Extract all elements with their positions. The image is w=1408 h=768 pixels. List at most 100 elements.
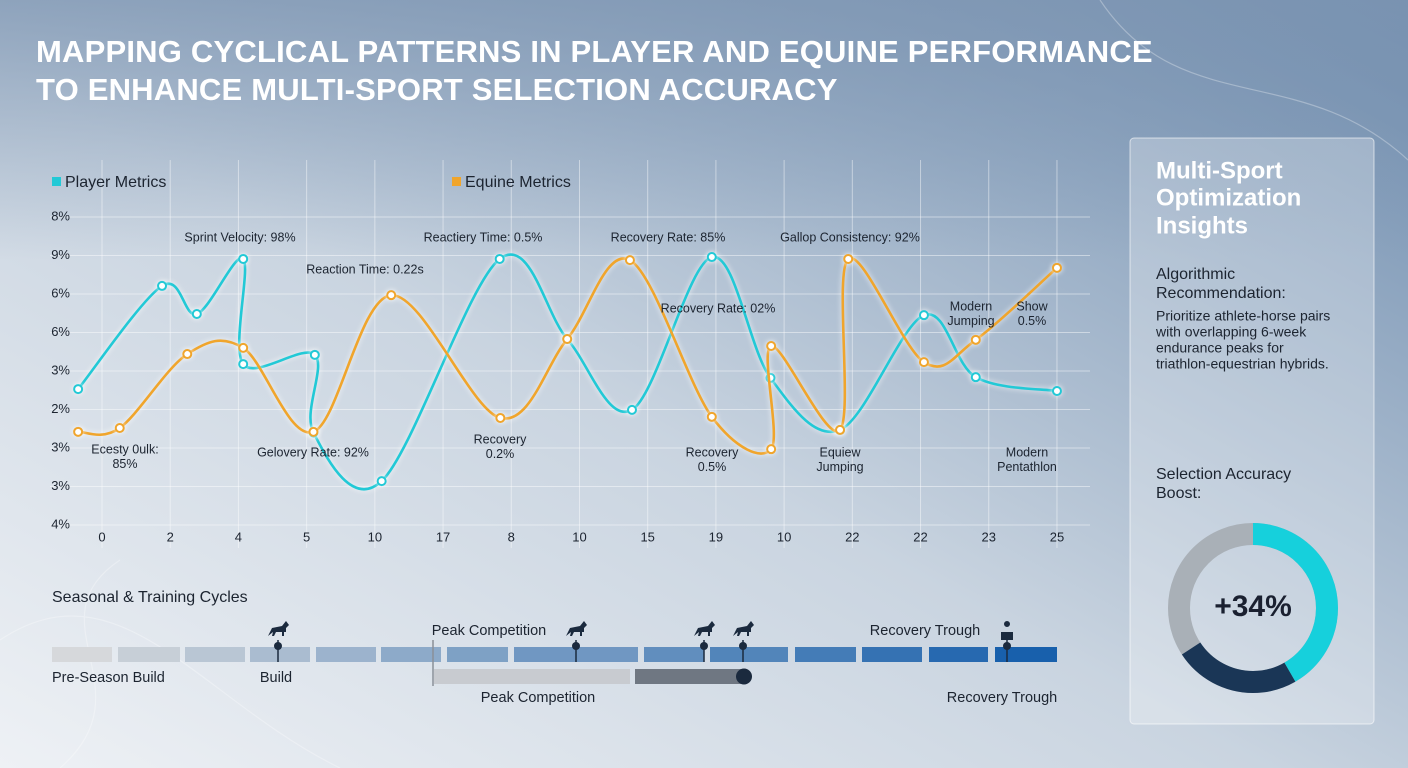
data-point <box>970 372 981 383</box>
x-tick-label: 22 <box>845 529 859 544</box>
marker-head <box>739 642 747 650</box>
data-point <box>918 310 929 321</box>
legend-swatch <box>52 177 61 186</box>
annotation: Equiew <box>820 445 862 459</box>
annotation: Recovery <box>474 432 528 446</box>
data-point <box>73 384 84 395</box>
data-point <box>309 349 320 360</box>
timeline-label: Build <box>260 670 292 686</box>
recommendation-heading: Algorithmic <box>1156 266 1235 283</box>
legend-swatch <box>452 177 461 186</box>
sidebar-title: Insights <box>1156 212 1248 239</box>
donut-arc <box>1168 523 1338 693</box>
x-tick-label: 17 <box>436 529 450 544</box>
boost-heading: Selection Accuracy <box>1156 466 1291 483</box>
timeline-label: Peak Competition <box>481 690 595 706</box>
timeline-label: Peak Competition <box>432 623 546 639</box>
timeline-bar <box>635 669 745 684</box>
title: MAPPING CYCLICAL PATTERNS IN PLAYER AND … <box>36 34 1153 69</box>
annotation: Ecesty 0ulk: <box>91 442 158 456</box>
data-point <box>238 253 249 264</box>
annotation: Pentathlon <box>997 460 1057 474</box>
marker-icon <box>566 621 587 636</box>
marker-icon <box>268 621 289 636</box>
y-tick-label: 6% <box>51 324 70 339</box>
legend-label: Player Metrics <box>65 174 166 191</box>
timeline-segment <box>644 647 704 662</box>
data-point <box>835 424 846 435</box>
data-point <box>766 340 777 351</box>
timeline: Seasonal & Training Cycles Pre-Season Bu… <box>52 589 1057 706</box>
recommendation-heading: Recommendation: <box>1156 285 1286 302</box>
timeline-label: Recovery Trough <box>947 690 1057 706</box>
y-tick-label: 3% <box>51 478 70 493</box>
title: TO ENHANCE MULTI-SPORT SELECTION ACCURAC… <box>36 72 838 107</box>
data-point <box>1051 386 1062 397</box>
timeline-segment <box>118 647 180 662</box>
data-point <box>182 349 193 360</box>
annotation: Show <box>1016 299 1048 313</box>
timeline-segment <box>929 647 988 662</box>
timeline-segment <box>381 647 441 662</box>
x-tick-label: 10 <box>777 529 791 544</box>
timeline-segment <box>995 647 1057 662</box>
data-point <box>766 444 777 455</box>
timeline-bar-end <box>736 668 752 685</box>
data-point <box>706 411 717 422</box>
annotation: 0.2% <box>486 447 515 461</box>
x-tick-label: 2 <box>167 529 174 544</box>
boost-heading: Boost: <box>1156 485 1201 502</box>
annotation: 85% <box>112 457 137 471</box>
data-point <box>191 309 202 320</box>
x-tick-label: 15 <box>640 529 654 544</box>
x-tick-label: 5 <box>303 529 310 544</box>
annotation: 0.5% <box>698 460 727 474</box>
data-point <box>157 280 168 291</box>
data-point <box>114 422 125 433</box>
marker-head <box>572 642 580 650</box>
marker-icon <box>694 621 715 636</box>
sidebar-title: Multi-Sport <box>1156 157 1283 184</box>
background-shade <box>0 0 1408 260</box>
y-tick-label: 3% <box>51 439 70 454</box>
x-tick-label: 19 <box>709 529 723 544</box>
x-tick-label: 25 <box>1050 529 1064 544</box>
y-tick-label: 3% <box>51 362 70 377</box>
annotation: Reaction Time: 0.22s <box>306 262 423 276</box>
recommendation-text: Prioritize athlete-horse pairs <box>1156 308 1330 324</box>
marker-head <box>1003 642 1011 650</box>
recommendation-text: with overlapping 6-week <box>1155 324 1307 340</box>
data-point <box>238 359 249 370</box>
annotation: Recovery <box>686 445 740 459</box>
data-point <box>706 252 717 263</box>
timeline-segment <box>250 647 310 662</box>
annotation: Gelovery Rate: 92% <box>257 445 369 459</box>
sidebar: Multi-Sport Optimization Insights Algori… <box>1129 137 1375 725</box>
timeline-title: Seasonal & Training Cycles <box>52 589 248 606</box>
x-tick-label: 10 <box>572 529 586 544</box>
annotation: Modern <box>950 299 992 313</box>
timeline-segment <box>52 647 112 662</box>
timeline-segment <box>795 647 856 662</box>
boost-value: +34% <box>1214 590 1292 623</box>
marker-head <box>274 642 282 650</box>
timeline-segment <box>447 647 508 662</box>
x-tick-label: 8 <box>508 529 515 544</box>
data-point <box>843 253 854 264</box>
annotation: Jumping <box>816 460 863 474</box>
x-tick-label: 0 <box>98 529 105 544</box>
annotation: Reactiery Time: 0.5% <box>424 230 543 244</box>
marker-icon <box>733 621 754 636</box>
data-point <box>624 255 635 266</box>
y-tick-label: 8% <box>51 208 70 223</box>
timeline-label: Recovery Trough <box>870 623 980 639</box>
y-tick-label: 2% <box>51 401 70 416</box>
data-point <box>73 426 84 437</box>
annotation: Gallop Consistency: 92% <box>780 230 920 244</box>
data-point <box>1051 262 1062 273</box>
data-point <box>238 342 249 353</box>
y-tick-label: 4% <box>51 516 70 531</box>
timeline-segment <box>862 647 922 662</box>
data-point <box>376 476 387 487</box>
